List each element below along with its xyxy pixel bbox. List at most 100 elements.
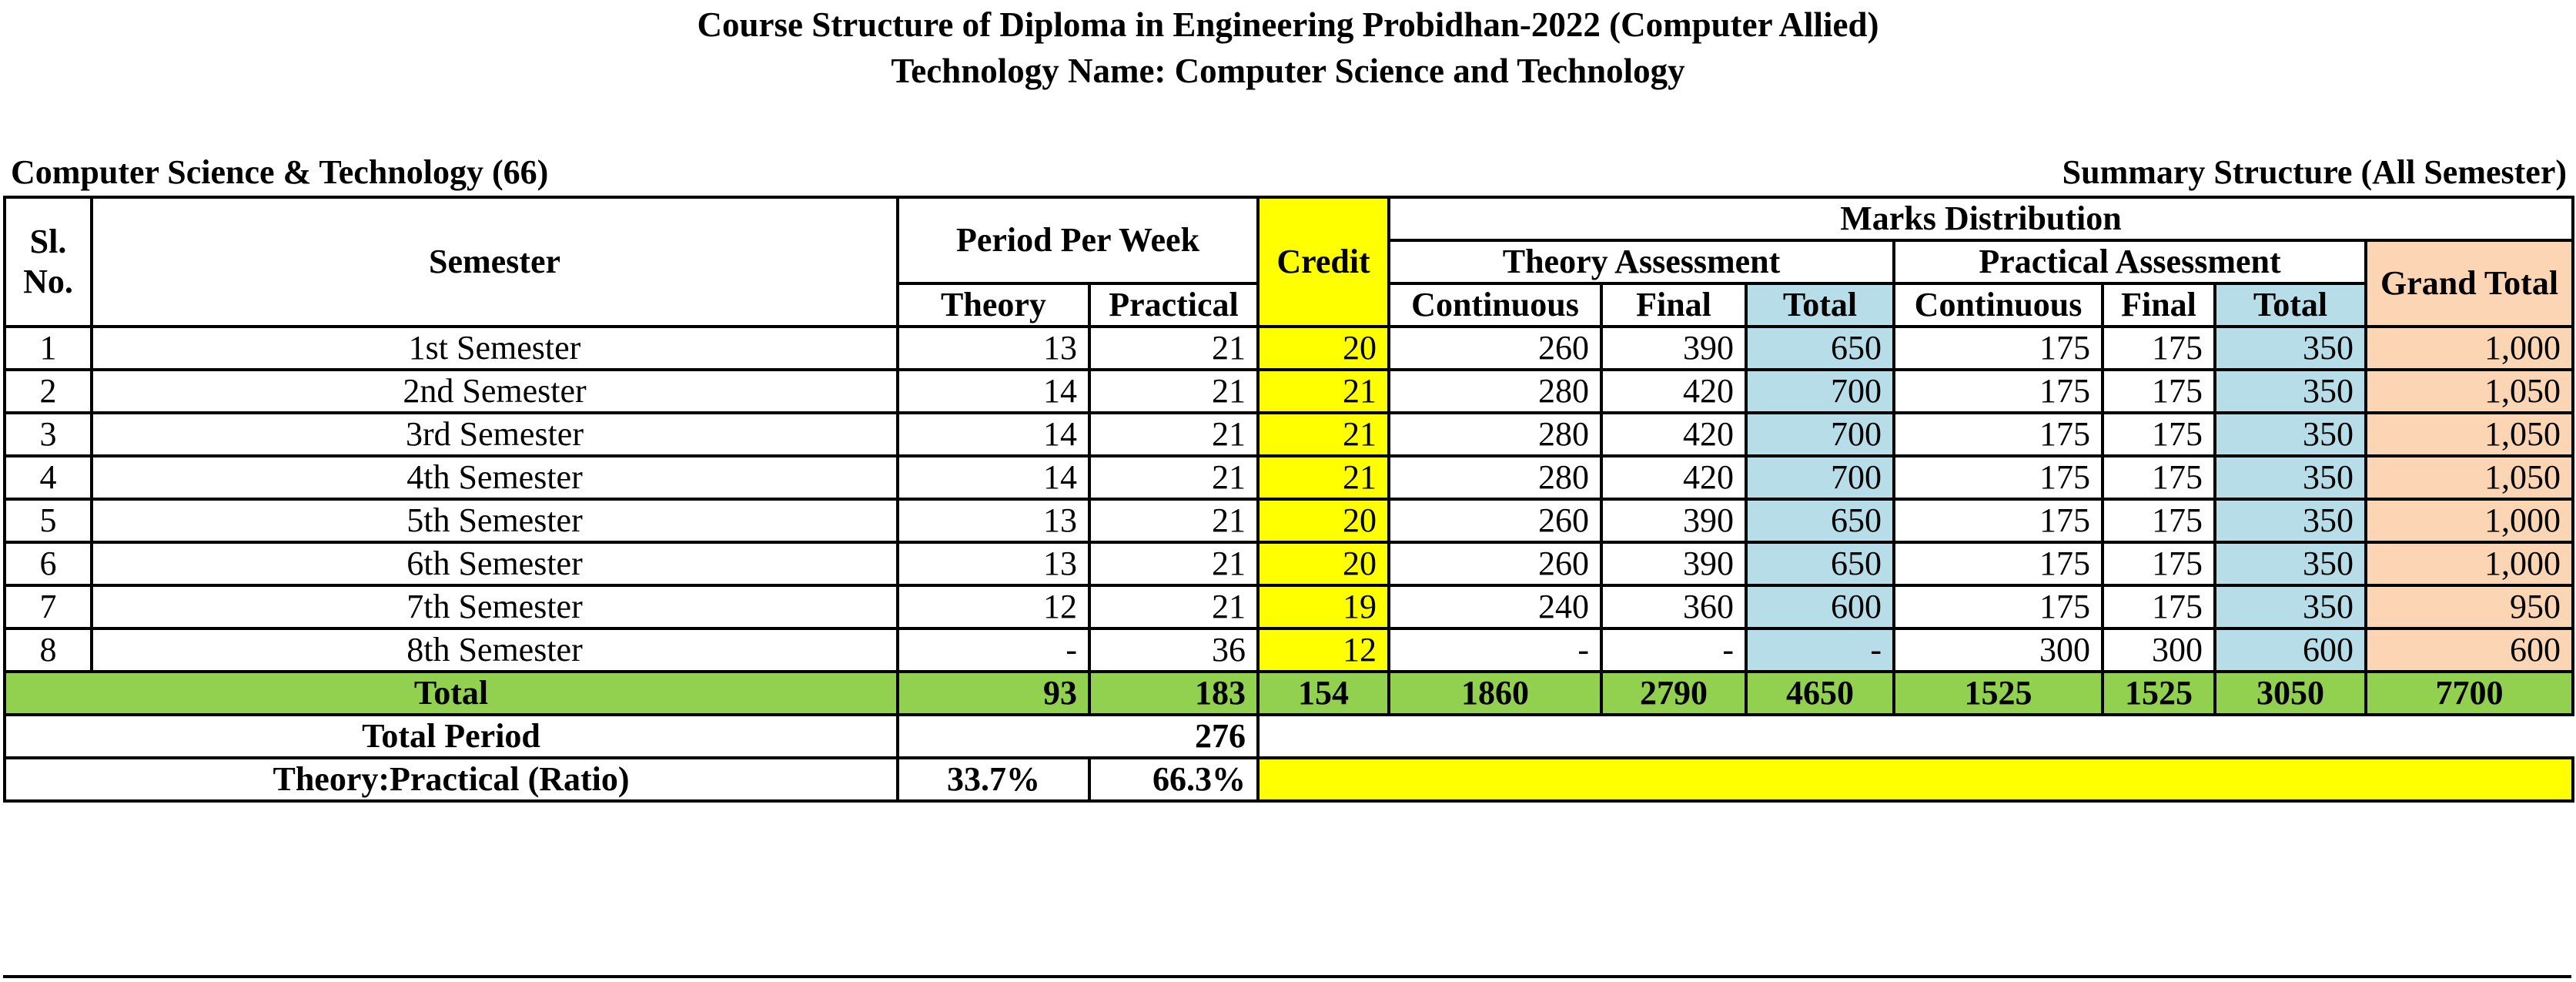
header-marks-distribution: Marks Distribution <box>1387 196 2575 242</box>
totals-grand-total: 7700 <box>2364 670 2575 716</box>
totals-practical-total: 3050 <box>2213 670 2368 716</box>
theory-period-cell: 14 <box>896 411 1091 457</box>
course-structure-table: Sl. No. Semester Period Per Week Credit … <box>3 196 2575 803</box>
table-row: 1 1st Semester 13 21 20 260 390 650 175 … <box>3 325 2575 371</box>
theory-period-cell: 13 <box>896 541 1091 587</box>
sl-no-cell: 3 <box>3 411 93 457</box>
grand-total-cell: 1,000 <box>2364 498 2575 544</box>
totals-label: Total <box>3 670 899 716</box>
header-semester: Semester <box>90 196 899 328</box>
theory-final-cell: 420 <box>1600 454 1748 501</box>
header-grand-total: Grand Total <box>2364 239 2575 328</box>
credit-cell: 20 <box>1256 325 1391 371</box>
theory-total-cell: 650 <box>1745 325 1896 371</box>
practical-final-cell: 175 <box>2101 584 2217 630</box>
theory-total-cell: 650 <box>1745 498 1896 544</box>
theory-continuous-cell: 280 <box>1387 454 1604 501</box>
credit-cell: 21 <box>1256 454 1391 501</box>
totals-credit: 154 <box>1256 670 1391 716</box>
practical-final-cell: 175 <box>2101 368 2217 414</box>
total-period-blank <box>1256 713 2574 758</box>
theory-continuous-cell: 260 <box>1387 541 1604 587</box>
practical-period-cell: 21 <box>1087 498 1260 544</box>
practical-period-cell: 21 <box>1087 541 1260 587</box>
theory-final-cell: - <box>1600 627 1748 673</box>
practical-total-cell: 600 <box>2213 627 2368 673</box>
table-row: 7 7th Semester 12 21 19 240 360 600 175 … <box>3 584 2575 630</box>
technology-name: Technology Name: Computer Science and Te… <box>891 52 1685 90</box>
theory-total-cell: - <box>1745 627 1896 673</box>
practical-continuous-cell: 300 <box>1892 627 2105 673</box>
practical-final-cell: 175 <box>2101 541 2217 587</box>
theory-continuous-cell: 260 <box>1387 325 1604 371</box>
theory-continuous-cell: - <box>1387 627 1604 673</box>
theory-total-cell: 700 <box>1745 411 1896 457</box>
practical-period-cell: 21 <box>1087 368 1260 414</box>
practical-total-cell: 350 <box>2213 454 2368 501</box>
header-row-3: Theory Practical Continuous Final Total … <box>5 282 2573 328</box>
sl-no-cell: 2 <box>3 368 93 414</box>
credit-cell: 20 <box>1256 498 1391 544</box>
semester-cell: 7th Semester <box>90 584 899 630</box>
table-row: 8 8th Semester - 36 12 - - - 300 300 600… <box>3 627 2575 673</box>
header-sl-no: Sl. No. <box>3 196 93 328</box>
practical-continuous-cell: 175 <box>1892 411 2105 457</box>
header-practical-final: Final <box>2101 282 2217 328</box>
table-row: 5 5th Semester 13 21 20 260 390 650 175 … <box>3 498 2575 544</box>
practical-total-cell: 350 <box>2213 584 2368 630</box>
theory-continuous-cell: 280 <box>1387 411 1604 457</box>
header-theory-continuous: Continuous <box>1387 282 1604 328</box>
theory-total-cell: 650 <box>1745 541 1896 587</box>
practical-continuous-cell: 175 <box>1892 498 2105 544</box>
theory-continuous-cell: 260 <box>1387 498 1604 544</box>
theory-continuous-cell: 240 <box>1387 584 1604 630</box>
practical-continuous-cell: 175 <box>1892 541 2105 587</box>
header-theory-final: Final <box>1600 282 1748 328</box>
semester-cell: 3rd Semester <box>90 411 899 457</box>
totals-practical-final: 1525 <box>2101 670 2217 716</box>
total-period-label: Total Period <box>3 713 899 759</box>
totals-theory-total: 4650 <box>1745 670 1896 716</box>
ratio-row: Theory:Practical (Ratio) 33.7% 66.3% <box>3 756 2575 803</box>
practical-total-cell: 350 <box>2213 368 2368 414</box>
semester-cell: 4th Semester <box>90 454 899 501</box>
practical-continuous-cell: 175 <box>1892 454 2105 501</box>
practical-continuous-cell: 175 <box>1892 325 2105 371</box>
theory-total-cell: 700 <box>1745 368 1896 414</box>
practical-final-cell: 300 <box>2101 627 2217 673</box>
table-row: 4 4th Semester 14 21 21 280 420 700 175 … <box>3 454 2575 501</box>
totals-theory-final: 2790 <box>1600 670 1748 716</box>
theory-period-cell: 14 <box>896 454 1091 501</box>
summary-caption: Summary Structure (All Semester) <box>2062 153 2567 191</box>
grand-total-cell: 1,050 <box>2364 368 2575 414</box>
header-row-1: Sl. No. Semester Period Per Week Credit … <box>3 196 2575 328</box>
theory-period-cell: - <box>896 627 1091 673</box>
semester-cell: 1st Semester <box>90 325 899 371</box>
grand-total-cell: 1,050 <box>2364 411 2575 457</box>
credit-cell: 20 <box>1256 541 1391 587</box>
sl-no-cell: 6 <box>3 541 93 587</box>
practical-continuous-cell: 175 <box>1892 368 2105 414</box>
theory-period-cell: 13 <box>896 325 1091 371</box>
grand-total-cell: 600 <box>2364 627 2575 673</box>
sl-no-cell: 7 <box>3 584 93 630</box>
sl-no-cell: 5 <box>3 498 93 544</box>
sl-no-cell: 4 <box>3 454 93 501</box>
theory-final-cell: 390 <box>1600 541 1748 587</box>
credit-cell: 21 <box>1256 368 1391 414</box>
theory-total-cell: 700 <box>1745 454 1896 501</box>
total-period-row: Total Period 276 <box>3 713 2574 759</box>
practical-final-cell: 175 <box>2101 411 2217 457</box>
ratio-theory: 33.7% <box>896 756 1091 803</box>
table-row: 3 3rd Semester 14 21 21 280 420 700 175 … <box>3 411 2575 457</box>
practical-total-cell: 350 <box>2213 325 2368 371</box>
ratio-practical: 66.3% <box>1087 756 1260 803</box>
totals-practical-period: 183 <box>1087 670 1260 716</box>
theory-final-cell: 390 <box>1600 325 1748 371</box>
practical-final-cell: 175 <box>2101 454 2217 501</box>
semester-cell: 5th Semester <box>90 498 899 544</box>
header-credit: Credit <box>1256 196 1391 328</box>
theory-period-cell: 14 <box>896 368 1091 414</box>
practical-total-cell: 350 <box>2213 411 2368 457</box>
theory-period-cell: 12 <box>896 584 1091 630</box>
